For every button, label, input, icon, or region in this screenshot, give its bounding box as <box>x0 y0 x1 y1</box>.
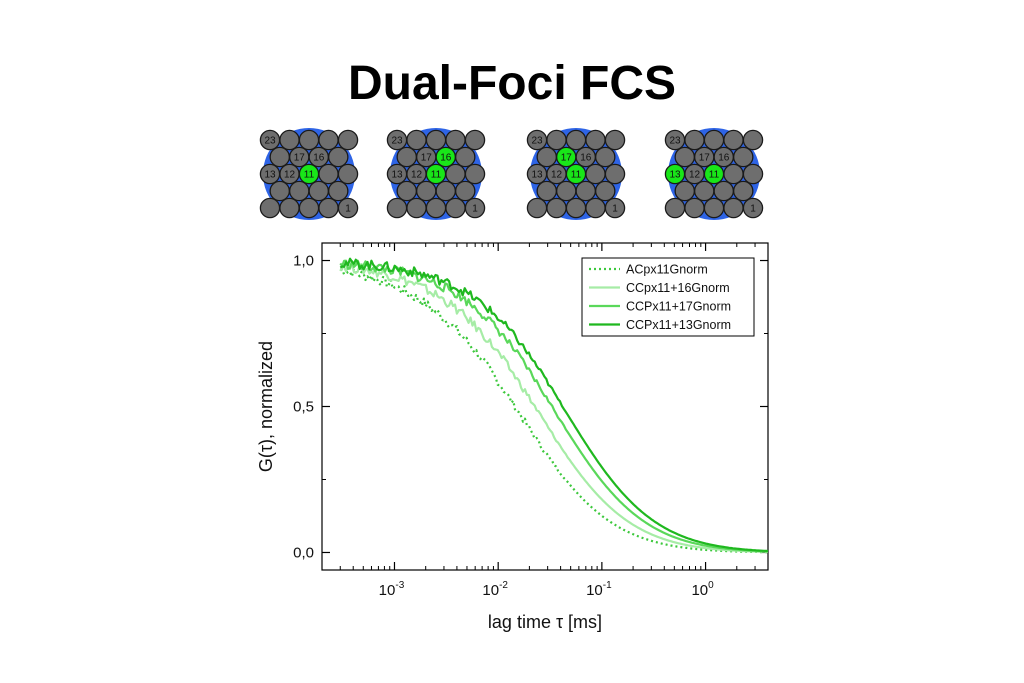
legend-label: CCPx11+13Gnorm <box>626 318 731 332</box>
pixel-label: 12 <box>551 170 563 181</box>
detector-pixel <box>604 197 626 219</box>
pixel-label: 12 <box>689 170 701 181</box>
pixel-label: 13 <box>669 170 681 181</box>
detector-pixel <box>742 163 764 185</box>
detector-pixel <box>455 180 476 202</box>
page-title: Dual-Foci FCS <box>347 57 676 110</box>
y-tick-label: 1,0 <box>293 253 314 270</box>
detector-pixel <box>337 129 359 151</box>
legend-box <box>581 257 755 337</box>
pixel-label: 13 <box>531 170 543 181</box>
detector-pixel <box>455 146 476 168</box>
detector-pixel <box>337 163 359 185</box>
legend-label: CCPx11+17Gnorm <box>626 300 731 314</box>
pixel-label: 17 <box>421 153 433 164</box>
pixel-label: 11 <box>709 170 720 181</box>
pixel-label: 17 <box>561 153 573 164</box>
detector-pixel <box>733 180 754 202</box>
detector-pixel <box>595 146 616 168</box>
y-tick-label: 0,0 <box>293 544 314 561</box>
detector-pixel <box>742 197 764 219</box>
detector-pixel <box>464 129 486 151</box>
pixel-label: 11 <box>304 170 315 181</box>
pixel-label: 1 <box>345 204 351 215</box>
pixel-label: 23 <box>391 136 403 147</box>
pixel-label: 11 <box>431 170 442 181</box>
pixel-label: 16 <box>718 153 730 164</box>
pixel-label: 17 <box>294 153 306 164</box>
pixel-label: 23 <box>531 136 543 147</box>
y-tick-label: 0,5 <box>293 399 314 416</box>
detector-pixel <box>595 180 616 202</box>
x-tick-label: 100 <box>691 580 714 599</box>
pixel-label: 17 <box>699 153 711 164</box>
x-tick-label: 10-1 <box>586 580 612 599</box>
pixel-label: 13 <box>264 170 276 181</box>
detector-pixel <box>464 163 486 185</box>
pixel-label: 11 <box>571 170 582 181</box>
pixel-label: 1 <box>612 204 618 215</box>
detector-pixel <box>328 146 349 168</box>
series-line-1 <box>340 267 768 554</box>
pixel-label: 16 <box>440 153 452 164</box>
pixel-label: 16 <box>580 153 592 164</box>
detector-pixel <box>328 180 349 202</box>
pixel-label: 23 <box>264 136 276 147</box>
legend-label: ACpx11Gnorm <box>626 263 708 277</box>
pixel-label: 1 <box>750 204 756 215</box>
pixel-label: 16 <box>313 153 325 164</box>
x-tick-label: 10-3 <box>379 580 405 599</box>
detector-pixel <box>742 129 764 151</box>
pixel-label: 12 <box>284 170 296 181</box>
series-line-2 <box>339 261 768 553</box>
detector-pixel <box>733 146 754 168</box>
detector-pixel <box>604 163 626 185</box>
pixel-label: 1 <box>472 204 478 215</box>
detector-pixel <box>337 197 359 219</box>
chart-legend: ACpx11Gnorm CCpx11+16Gnorm CCPx11+17Gnorm C… <box>581 257 755 337</box>
pixel-label: 23 <box>669 136 681 147</box>
pixel-label: 12 <box>411 170 423 181</box>
x-axis-label: lag time τ [ms] <box>488 612 602 632</box>
detector-pixel <box>464 197 486 219</box>
series-line-4 <box>339 257 769 553</box>
y-axis-label: G(τ), normalized <box>256 341 276 472</box>
legend-label: CCpx11+16Gnorm <box>626 281 730 295</box>
pixel-label: 13 <box>391 170 403 181</box>
x-tick-label: 10-2 <box>482 580 508 599</box>
detector-pixel <box>604 129 626 151</box>
